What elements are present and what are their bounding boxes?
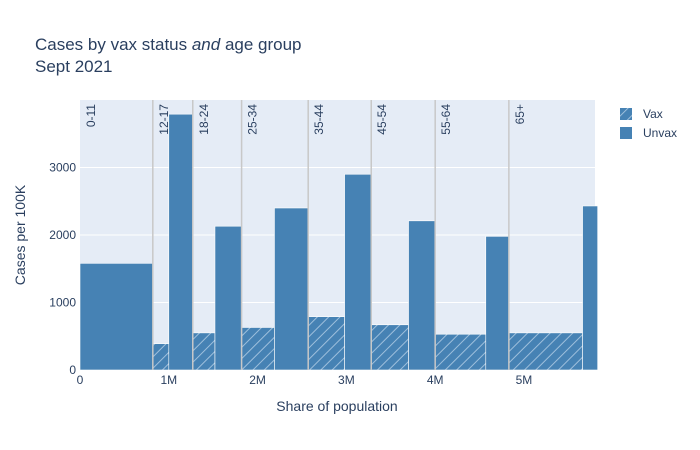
x-tick-label: 3M [338, 373, 355, 387]
y-axis-ticks: 0 1000 2000 3000 [49, 161, 76, 378]
group-label-4: 35-44 [312, 104, 326, 135]
legend-label-vax: Vax [643, 107, 663, 121]
x-axis-ticks: 0 1M 2M 3M 4M 5M [77, 373, 533, 387]
bar-vax-5 [370, 324, 409, 371]
y-tick-label: 0 [69, 363, 76, 377]
x-tick-label: 2M [249, 373, 266, 387]
bar-vax-4 [307, 316, 345, 371]
bar-vax-2 [192, 332, 216, 371]
group-label-7: 65+ [513, 104, 527, 124]
bar-unvax-5 [408, 220, 436, 371]
group-labels: 0-11 12-17 18-24 25-34 35-44 45-54 55-64 65+ [84, 104, 527, 135]
x-tick-label: 1M [160, 373, 177, 387]
bar-unvax-3 [274, 207, 309, 371]
group-label-6: 55-64 [439, 104, 453, 135]
group-label-3: 25-34 [246, 104, 260, 135]
bar-vax-6 [434, 333, 487, 371]
y-tick-label: 1000 [49, 296, 76, 310]
bar-unvax-0 [79, 263, 154, 371]
legend-label-unvax: Unvax [643, 126, 677, 140]
legend-swatch-vax [620, 108, 632, 120]
legend-swatch-unvax [620, 127, 632, 139]
group-dividers [152, 100, 510, 370]
group-label-2: 18-24 [197, 104, 211, 135]
bar-unvax-4 [344, 173, 372, 371]
chart-title-line1: Cases by vax status and age group [35, 35, 302, 54]
x-tick-label: 4M [427, 373, 444, 387]
y-tick-label: 3000 [49, 161, 76, 175]
y-axis-title: Cases per 100K [12, 184, 28, 285]
bar-vax-7 [508, 332, 583, 371]
bar-unvax-2 [214, 225, 242, 371]
group-label-5: 45-54 [375, 104, 389, 135]
x-axis-title: Share of population [276, 398, 397, 414]
bar-unvax-6 [485, 236, 510, 371]
bar-vax-1 [152, 343, 170, 371]
x-tick-label: 5M [516, 373, 533, 387]
bar-unvax-1 [168, 113, 194, 371]
bar-unvax-7 [582, 205, 598, 371]
legend: Vax Unvax [620, 107, 677, 140]
group-label-1: 12-17 [157, 104, 171, 135]
x-tick-label: 0 [77, 373, 84, 387]
group-label-0: 0-11 [84, 104, 98, 127]
chart-title-line2: Sept 2021 [35, 57, 113, 76]
bar-vax-3 [241, 327, 275, 371]
y-tick-label: 2000 [49, 228, 76, 242]
